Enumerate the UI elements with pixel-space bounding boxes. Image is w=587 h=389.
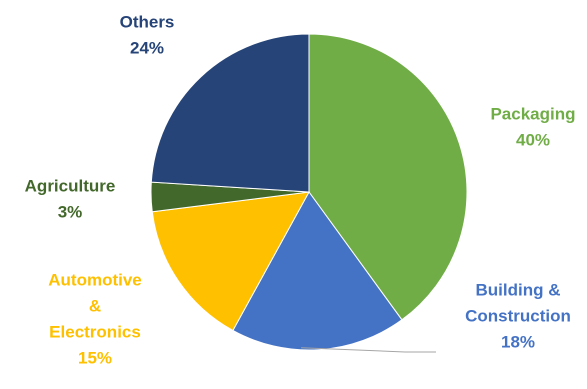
slice-name-label: Automotive	[48, 270, 142, 289]
slice-name-label: Others	[120, 12, 175, 31]
pie-slice-automotive-electronics	[151, 191, 310, 332]
pie-slice-building-construction	[232, 191, 403, 351]
slice-percent-label: 18%	[501, 332, 535, 351]
leader-line-building-construction	[301, 347, 436, 353]
slice-percent-label: 15%	[78, 348, 112, 367]
data-label-others: Others 24%	[120, 12, 175, 57]
pie-slice-others	[150, 33, 310, 193]
slice-name-label: Packaging	[490, 104, 575, 123]
slice-name-label: Agriculture	[25, 176, 116, 195]
data-label-automotive-electronics: Automotive & Electronics 15%	[48, 270, 142, 367]
data-label-agriculture: Agriculture 3%	[25, 176, 116, 221]
slice-name-label: Electronics	[49, 322, 141, 341]
slice-name-label: Building &	[476, 280, 561, 299]
slice-percent-label: 3%	[58, 202, 83, 221]
slice-percent-label: 40%	[516, 130, 550, 149]
pie-slice-packaging	[308, 33, 468, 321]
slice-name-label: Construction	[465, 306, 571, 325]
data-label-building-construction: Building & Construction 18%	[465, 280, 571, 351]
slice-percent-label: 24%	[130, 38, 164, 57]
slice-name-label: &	[89, 296, 101, 315]
data-label-packaging: Packaging 40%	[490, 104, 575, 149]
